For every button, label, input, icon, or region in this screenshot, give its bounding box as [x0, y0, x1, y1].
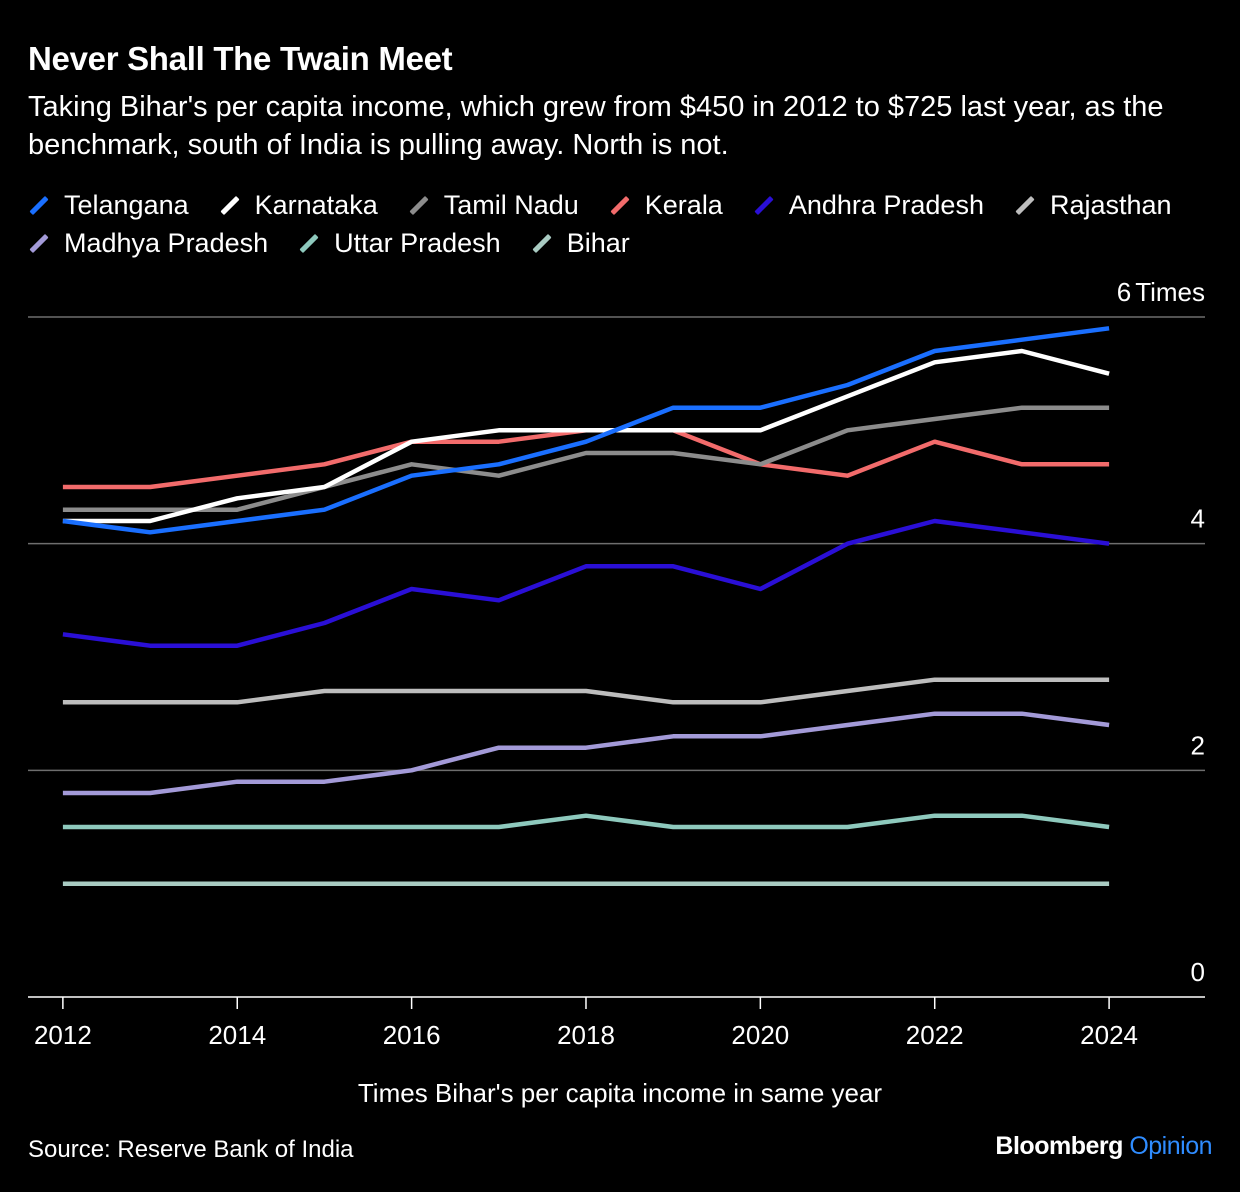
legend-item-telangana: Telangana	[28, 188, 189, 222]
legend-label: Bihar	[566, 227, 630, 258]
x-tick-label-2024: 2024	[1080, 1020, 1138, 1050]
series-line-kerala	[62, 428, 1110, 490]
legend-label: Madhya Pradesh	[64, 227, 269, 258]
x-tick-label-2018: 2018	[557, 1020, 615, 1050]
legend-item-rajasthan: Rajasthan	[1014, 188, 1172, 222]
legend-item-bihar: Bihar	[531, 226, 630, 260]
legend-label: Uttar Pradesh	[334, 227, 501, 258]
x-tick-label-2020: 2020	[731, 1020, 789, 1050]
legend-item-kerala: Kerala	[609, 188, 723, 222]
y-tick-label-2: 2	[1191, 730, 1205, 760]
y-tick-value: 6	[1117, 277, 1131, 307]
legend-label: Andhra Pradesh	[788, 189, 984, 220]
legend-label: Kerala	[644, 189, 723, 220]
x-tick-label-2016: 2016	[383, 1020, 441, 1050]
x-tick-label-2014: 2014	[208, 1020, 266, 1050]
brand-name: Bloomberg	[995, 1132, 1123, 1160]
y-tick-label-4: 4	[1191, 504, 1205, 534]
legend-item-karnataka: Karnataka	[219, 188, 378, 222]
source-note: Source: Reserve Bank of India	[28, 1136, 354, 1163]
x-tick-label-2012: 2012	[34, 1020, 92, 1050]
series-line-madhya-pradesh	[62, 711, 1110, 796]
x-tick-label-2022: 2022	[906, 1020, 964, 1050]
x-axis-label: Times Bihar's per capita income in same …	[357, 1078, 883, 1108]
y-tick-label-0: 0	[1191, 957, 1205, 987]
series-line-tamil-nadu	[62, 405, 1110, 512]
brand-suffix: Opinion	[1129, 1132, 1212, 1160]
legend-label: Rajasthan	[1049, 189, 1172, 220]
series-line-telangana	[62, 326, 1110, 535]
series-line-andhra-pradesh	[62, 518, 1110, 648]
legend-item-andhra-pradesh: Andhra Pradesh	[753, 188, 984, 222]
legend-item-uttar-pradesh: Uttar Pradesh	[298, 226, 501, 260]
legend-label: Karnataka	[254, 189, 378, 220]
legend-label: Telangana	[64, 189, 189, 220]
series-line-rajasthan	[62, 677, 1110, 705]
brand-logo: Bloomberg Opinion	[995, 1132, 1212, 1161]
y-tick-label-6: 6 Times	[1117, 277, 1205, 307]
y-unit-label: Times	[1135, 277, 1205, 307]
chart-title: Never Shall The Twain Meet	[28, 40, 453, 77]
legend-item-madhya-pradesh: Madhya Pradesh	[28, 226, 268, 260]
series-line-karnataka	[62, 348, 1110, 524]
chart-subtitle: Taking Bihar's per capita income, which …	[28, 91, 1164, 161]
legend-item-tamil-nadu: Tamil Nadu	[408, 188, 579, 222]
series-line-uttar-pradesh	[62, 813, 1110, 830]
legend: Telangana Karnataka Tamil Nadu Kerala Andhra…	[28, 188, 1228, 260]
legend-label: Tamil Nadu	[443, 189, 579, 220]
